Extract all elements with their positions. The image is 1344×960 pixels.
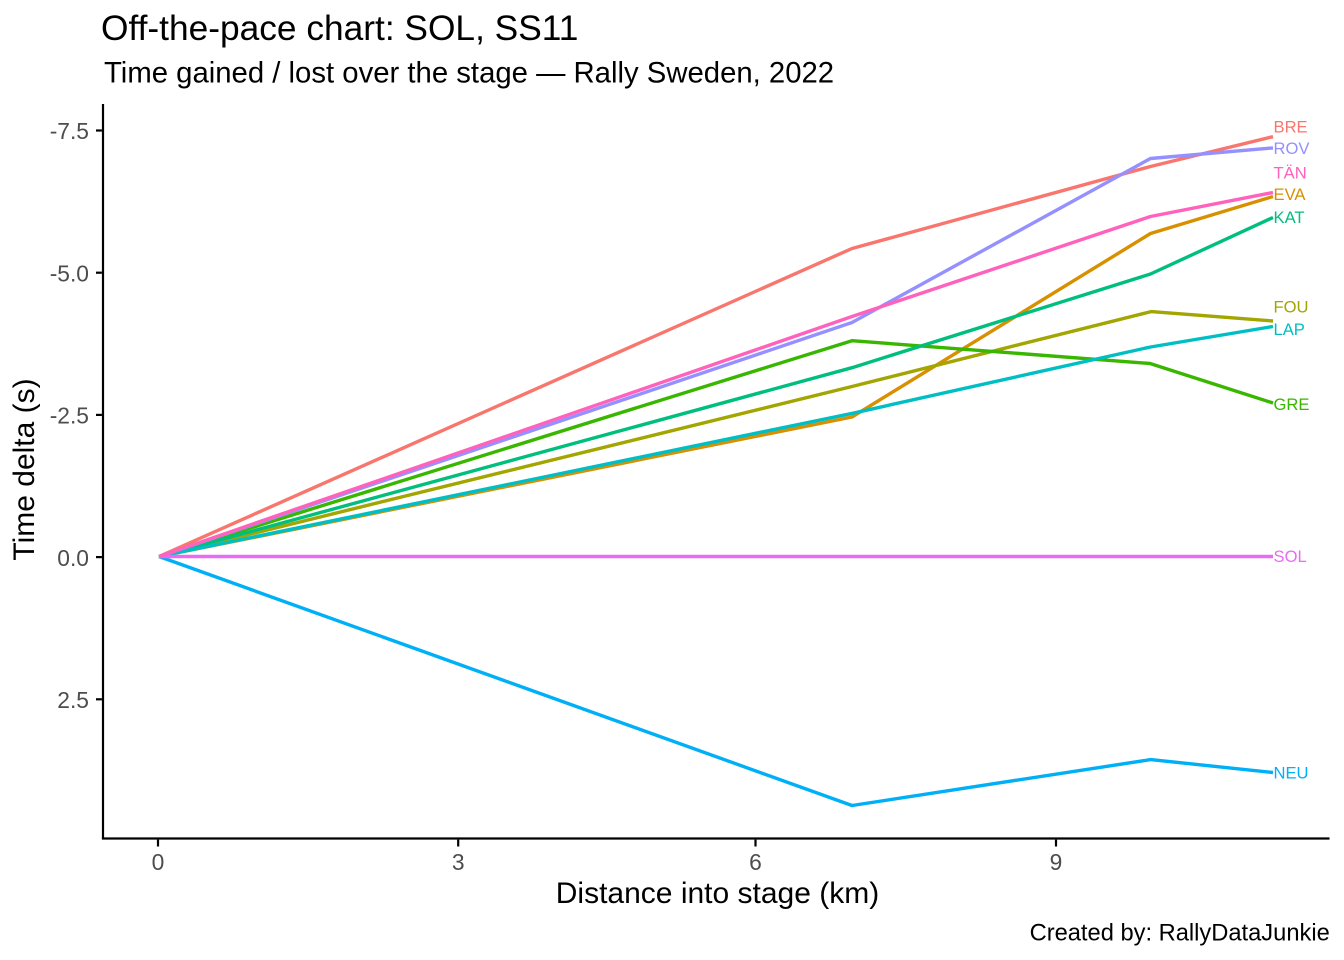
svg-text:Time gained / lost over the st: Time gained / lost over the stage — Rall… xyxy=(104,57,834,90)
svg-text:2.5: 2.5 xyxy=(57,687,89,713)
svg-text:-7.5: -7.5 xyxy=(50,118,89,144)
svg-text:0.0: 0.0 xyxy=(57,545,89,571)
svg-text:0: 0 xyxy=(152,849,165,875)
svg-text:EVA: EVA xyxy=(1274,185,1307,204)
svg-text:GRE: GRE xyxy=(1274,395,1310,414)
svg-text:SOL: SOL xyxy=(1274,547,1307,566)
svg-text:BRE: BRE xyxy=(1274,117,1308,136)
svg-text:3: 3 xyxy=(452,849,465,875)
svg-text:NEU: NEU xyxy=(1274,764,1309,783)
svg-text:ROV: ROV xyxy=(1274,139,1310,158)
svg-text:6: 6 xyxy=(749,849,762,875)
svg-text:-5.0: -5.0 xyxy=(50,260,89,286)
svg-text:FOU: FOU xyxy=(1274,298,1309,317)
svg-text:Created by: RallyDataJunkie: Created by: RallyDataJunkie xyxy=(1030,920,1330,946)
svg-text:LAP: LAP xyxy=(1274,320,1305,339)
svg-text:Distance into stage (km): Distance into stage (km) xyxy=(556,877,879,910)
svg-text:Off-the-pace chart: SOL, SS11: Off-the-pace chart: SOL, SS11 xyxy=(101,9,578,48)
svg-text:KAT: KAT xyxy=(1274,208,1305,227)
svg-text:9: 9 xyxy=(1050,849,1063,875)
svg-text:Time delta (s): Time delta (s) xyxy=(8,378,41,560)
svg-text:TÄN: TÄN xyxy=(1274,164,1307,183)
svg-text:-2.5: -2.5 xyxy=(50,403,89,429)
